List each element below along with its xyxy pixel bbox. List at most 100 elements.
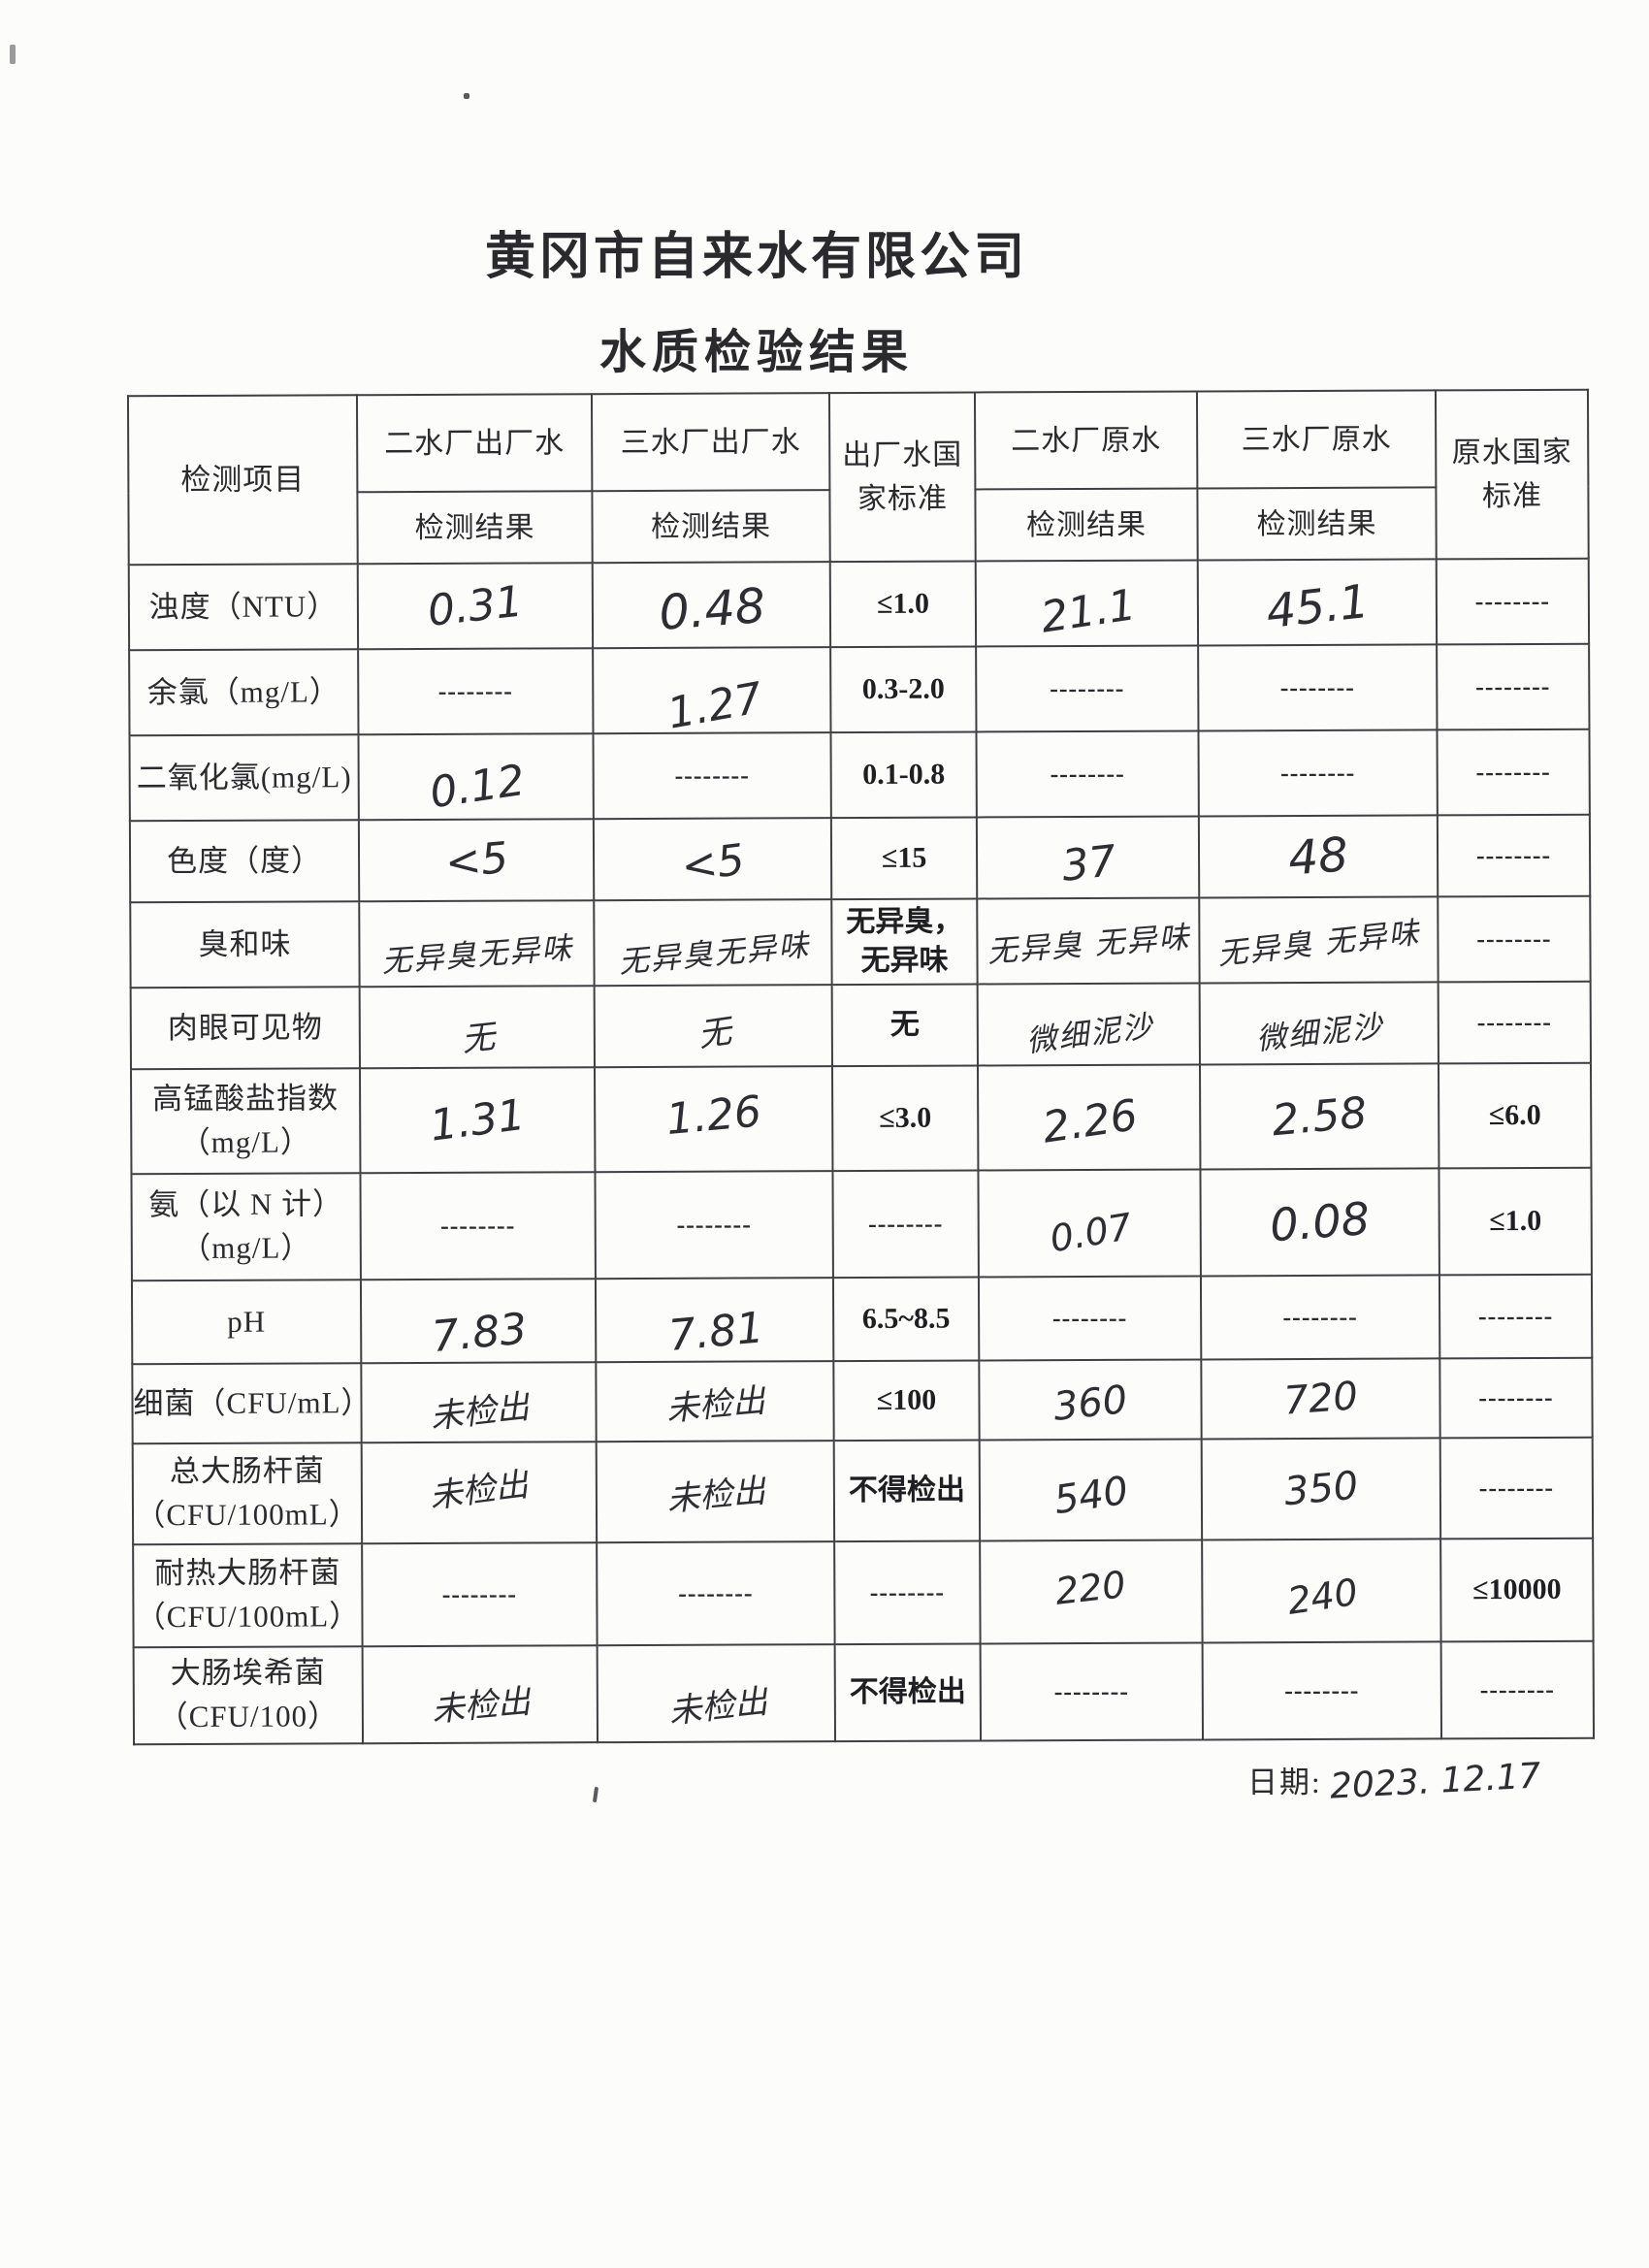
row-label-bacteria: 细菌（CFU/mL） [132,1363,372,1444]
cell-ph-plant3-out: 7.81 [595,1278,834,1363]
cell-turbidity-plant3-raw: 45.1 [1197,559,1438,646]
row-label-chlorine-dioxide: 二氧化氯(mg/L) [129,734,359,822]
date-line: 日期: 2023. 12.17 [1247,1756,1541,1806]
scan-artifact-edge-mark [10,45,16,64]
row-label-turbidity: 浊度（NTU） [128,564,359,651]
cell-bacteria-raw-standard: -------- [1439,1357,1593,1439]
cell-chlorine-dioxide-raw-standard: -------- [1437,729,1590,816]
cell-permanganate-plant3-out: 1.26 [594,1066,833,1173]
cell-ammonia-raw-standard: ≤1.0 [1439,1167,1592,1276]
cell-thermotolerant-plant3-raw: 240 [1202,1539,1441,1643]
header-raw-standard: 原水国家 标准 [1435,389,1589,560]
header-row-1: 检测项目 二水厂出厂水 三水厂出厂水 出厂水国 家标准 二水厂原水 三水厂原水 … [127,389,1589,566]
water-quality-table: 检测项目 二水厂出厂水 三水厂出厂水 出厂水国 家标准 二水厂原水 三水厂原水 … [127,389,1595,1746]
cell-e-coli-plant3-out: 未检出 [597,1644,836,1743]
cell-odor-taste-out-standard: 无异臭， 无异味 [831,898,978,986]
row-label-visible-matter: 肉眼可见物 [130,987,361,1070]
cell-odor-taste-plant3-raw: 无异臭 无异味 [1199,896,1439,984]
cell-chlorine-dioxide-plant2-raw: -------- [976,730,1199,818]
cell-permanganate-plant3-raw: 2.58 [1199,1063,1439,1170]
cell-residual-chlorine-raw-standard: -------- [1437,643,1590,730]
header-item: 检测项目 [127,395,358,566]
header-result-4: 检测结果 [1197,487,1437,561]
cell-residual-chlorine-plant3-raw: -------- [1198,644,1438,731]
cell-permanganate-out-standard: ≤3.0 [831,1065,979,1172]
table-row-visible-matter: 肉眼可见物 无 无 无 微细泥沙 微细泥沙 -------- [130,981,1591,1070]
header-plant3-out: 三水厂出厂水 [591,393,830,492]
cell-chroma-out-standard: ≤15 [830,817,978,900]
cell-thermotolerant-plant3-out: -------- [597,1541,835,1646]
table-row-chroma: 色度（度） <5 <5 ≤15 37 48 -------- [129,814,1591,903]
cell-turbidity-plant2-out: 0.31 [357,563,594,650]
row-label-ph: pH [131,1280,362,1365]
cell-e-coli-out-standard: 不得检出 [834,1643,982,1742]
cell-odor-taste-plant2-raw: 无异臭 无异味 [977,897,1200,985]
cell-residual-chlorine-plant2-out: -------- [358,648,594,735]
table-row-chlorine-dioxide: 二氧化氯(mg/L) 0.12 -------- 0.1-0.8 -------… [129,729,1590,822]
cell-odor-taste-plant3-out: 无异臭无异味 [594,899,832,987]
cell-e-coli-plant2-out: 未检出 [362,1645,598,1744]
cell-bacteria-plant3-raw: 720 [1201,1358,1440,1440]
cell-thermotolerant-raw-standard: ≤10000 [1440,1538,1594,1642]
table-row-thermotolerant-coliform: 耐热大肠杆菌 （CFU/100mL） -------- -------- ---… [133,1538,1594,1648]
header-result-3: 检测结果 [975,488,1198,562]
cell-chlorine-dioxide-plant2-out: 0.12 [358,733,594,821]
company-name: 黄冈市自来水有限公司 [484,230,1028,285]
row-label-residual-chlorine: 余氯（mg/L） [129,649,359,736]
cell-total-coliform-raw-standard: -------- [1439,1437,1594,1539]
row-label-odor-taste: 臭和味 [130,901,360,988]
row-label-chroma: 色度（度） [129,820,360,903]
cell-visible-matter-plant3-out: 无 [594,985,832,1068]
row-label-e-coli: 大肠埃希菌 （CFU/100） [133,1646,364,1745]
cell-e-coli-raw-standard: -------- [1440,1640,1595,1739]
cell-turbidity-plant2-raw: 21.1 [975,560,1199,647]
cell-chlorine-dioxide-plant3-out: -------- [593,732,831,820]
header-plant3-raw: 三水厂原水 [1196,390,1437,489]
header-plant2-raw: 二水厂原水 [974,391,1198,490]
cell-ph-out-standard: 6.5~8.5 [832,1277,980,1362]
row-label-permanganate-index: 高锰酸盐指数 （mg/L） [131,1068,361,1175]
cell-residual-chlorine-plant2-raw: -------- [976,645,1199,732]
cell-chroma-plant2-raw: 37 [976,816,1200,899]
table-row-residual-chlorine: 余氯（mg/L） -------- 1.27 0.3-2.0 -------- … [129,643,1590,738]
date-label: 日期: [1247,1766,1322,1799]
report-title: 水质检验结果 [598,327,914,378]
table-row-total-coliform: 总大肠杆菌 （CFU/100mL） 未检出 未检出 不得检出 540 350 -… [132,1437,1594,1545]
cell-residual-chlorine-out-standard: 0.3-2.0 [830,646,977,733]
cell-ph-plant2-raw: -------- [978,1276,1202,1361]
cell-residual-chlorine-plant3-out: 1.27 [593,647,831,738]
date-value-handwritten: 2023. 12.17 [1328,1756,1542,1807]
cell-ammonia-plant3-raw: 0.08 [1200,1168,1439,1277]
cell-permanganate-raw-standard: ≤6.0 [1438,1062,1592,1169]
cell-total-coliform-plant3-raw: 350 [1201,1438,1441,1540]
cell-total-coliform-plant2-out: 未检出 [361,1442,598,1544]
cell-thermotolerant-out-standard: -------- [834,1540,981,1645]
header-result-2: 检测结果 [592,490,830,564]
header-out-standard: 出厂水国 家标准 [828,392,976,563]
cell-bacteria-plant2-out: 未检出 [361,1362,597,1443]
row-label-ammonia: 氨（以 N 计） （mg/L） [131,1173,361,1281]
cell-thermotolerant-plant2-out: -------- [362,1542,598,1647]
cell-chroma-raw-standard: -------- [1437,814,1591,897]
scan-artifact-tick [592,1786,599,1803]
table-row-turbidity: 浊度（NTU） 0.31 0.48 ≤1.0 21.1 45.1 -------… [128,558,1590,651]
cell-visible-matter-plant2-raw: 微细泥沙 [977,983,1200,1066]
cell-visible-matter-plant3-raw: 微细泥沙 [1199,982,1439,1065]
cell-total-coliform-out-standard: 不得检出 [833,1440,981,1542]
cell-chroma-plant3-out: <5 [593,818,832,901]
cell-ammonia-plant2-raw: 0.07 [978,1169,1201,1278]
cell-total-coliform-plant3-out: 未检出 [596,1441,835,1543]
scan-artifact-dot [464,93,469,99]
cell-visible-matter-plant2-out: 无 [359,986,595,1069]
cell-turbidity-raw-standard: -------- [1436,558,1590,645]
cell-chlorine-dioxide-plant3-raw: -------- [1198,729,1438,817]
cell-e-coli-plant3-raw: -------- [1202,1641,1442,1740]
row-label-total-coliform: 总大肠杆菌 （CFU/100mL） [132,1442,363,1545]
cell-turbidity-plant3-out: 0.48 [592,562,831,649]
cell-visible-matter-raw-standard: -------- [1438,981,1591,1064]
table-row-permanganate-index: 高锰酸盐指数 （mg/L） 1.31 1.26 ≤3.0 2.26 2.58 ≤… [131,1062,1592,1175]
table-row-ph: pH 7.83 7.81 6.5~8.5 -------- -------- -… [131,1274,1593,1365]
cell-odor-taste-plant2-out: 无异臭无异味 [359,900,595,988]
results-table-wrapper: 检测项目 二水厂出厂水 三水厂出厂水 出厂水国 家标准 二水厂原水 三水厂原水 … [127,389,1595,1746]
